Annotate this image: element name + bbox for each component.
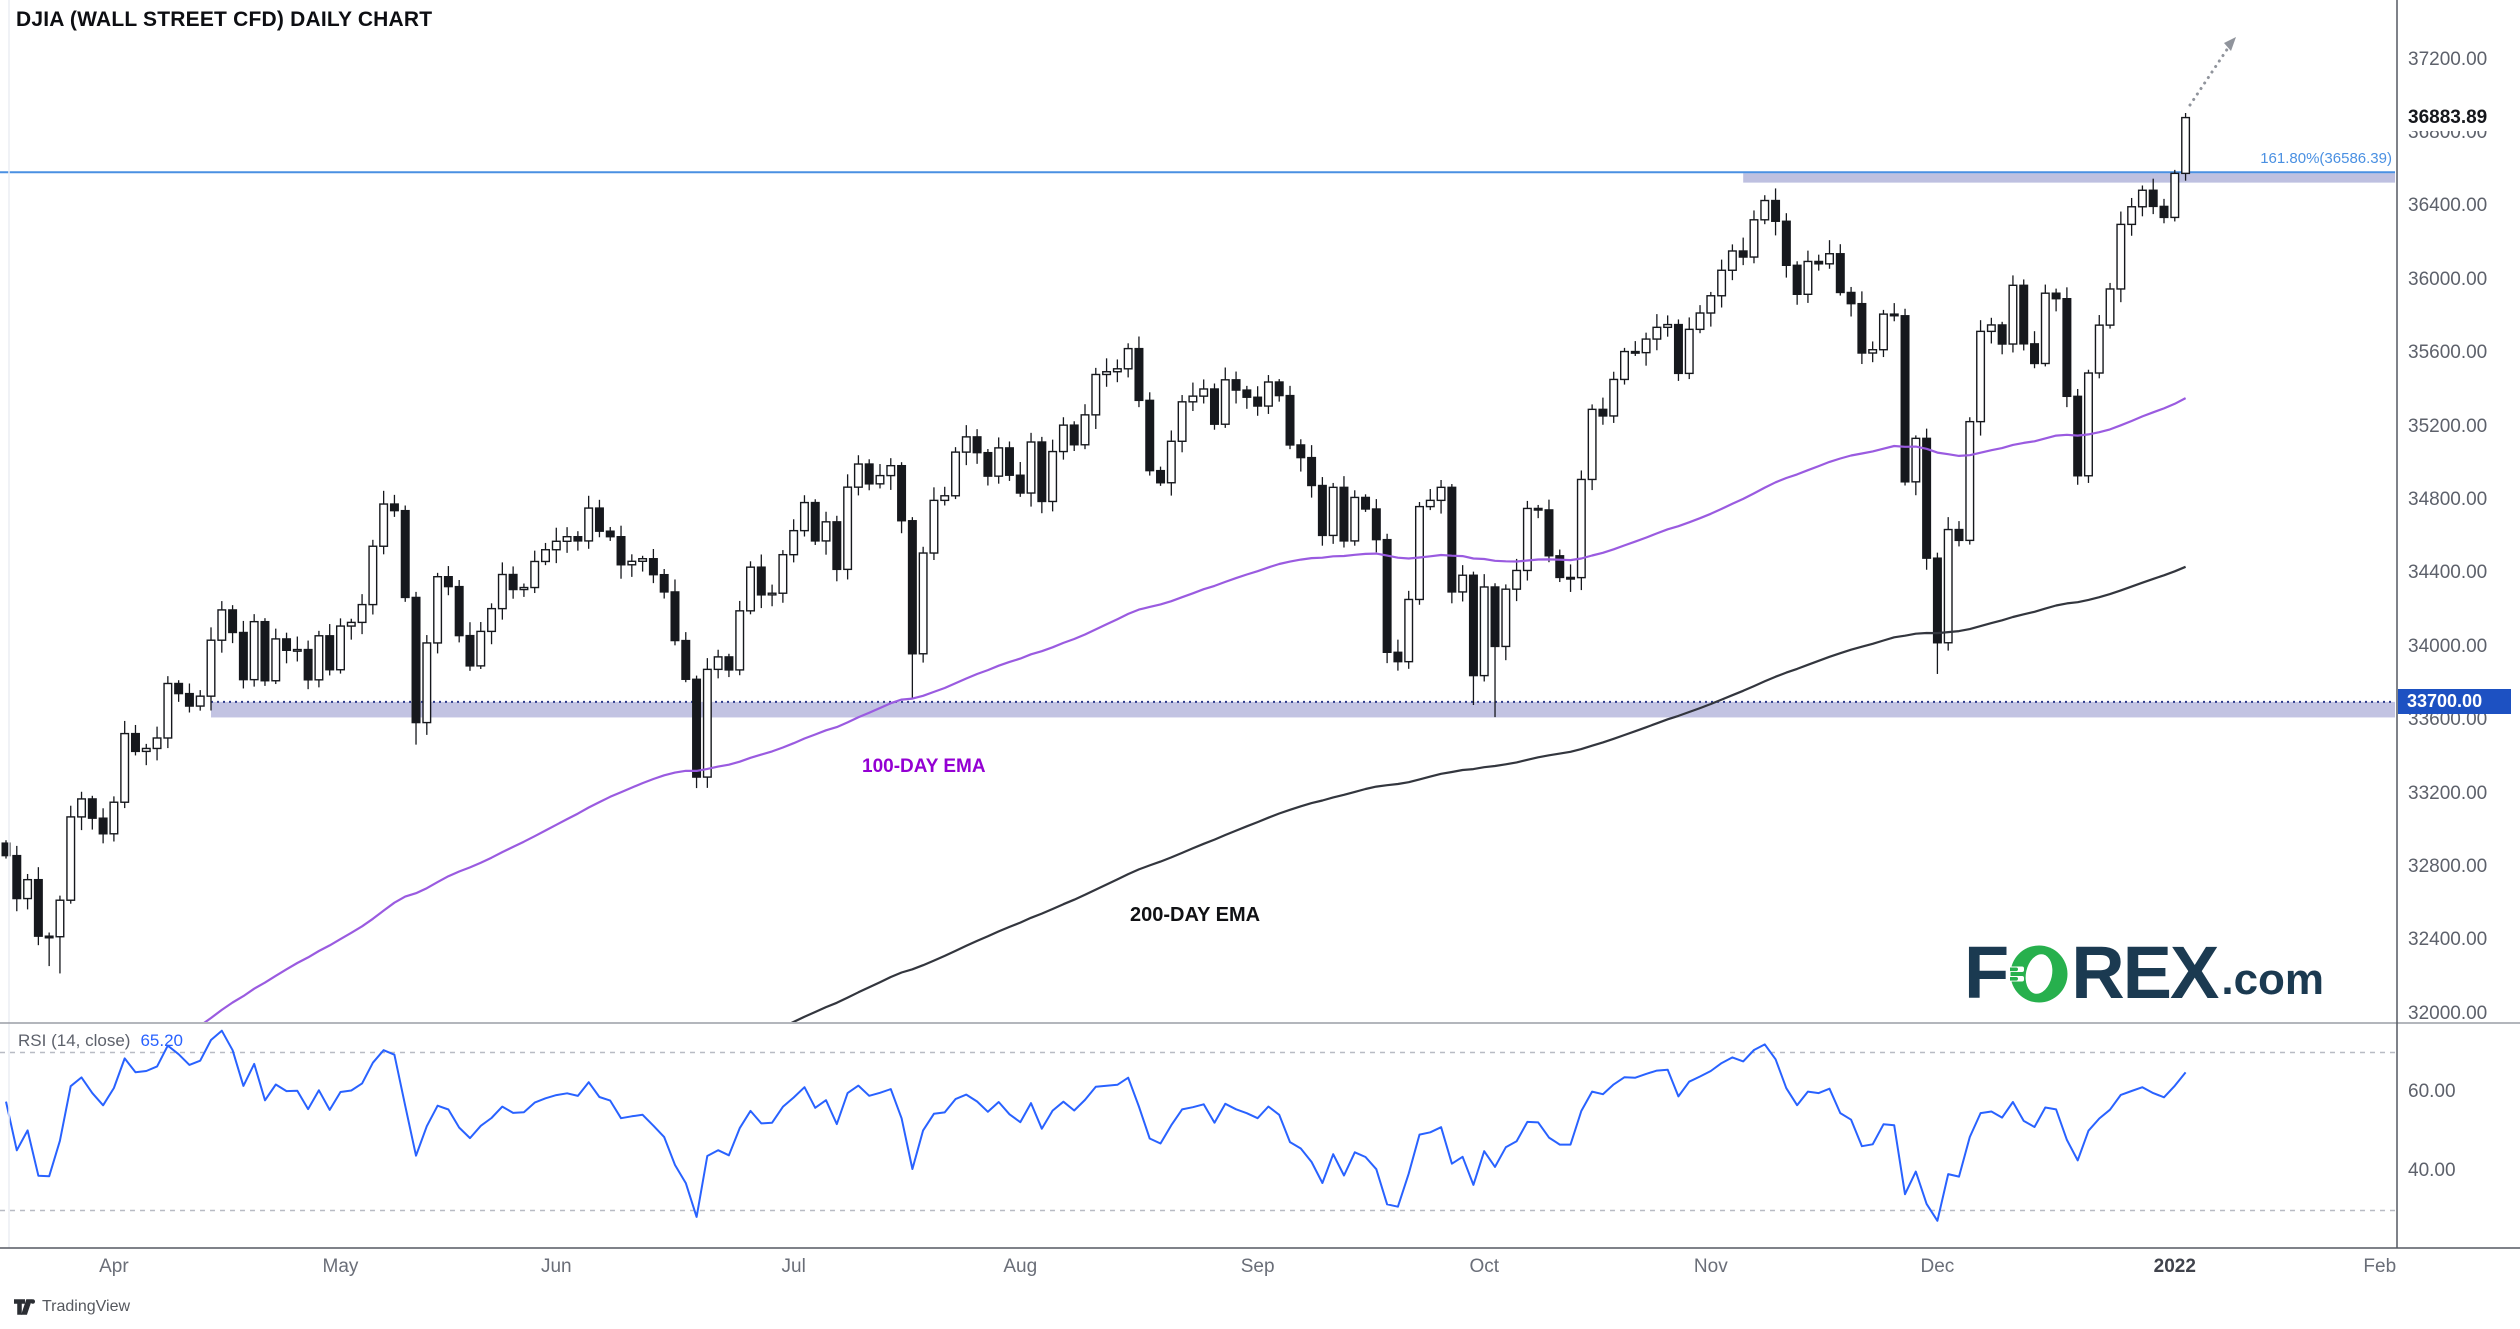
month-label-jun: Jun — [540, 1256, 572, 1277]
fib-level-label: 161.80%(36586.39) — [2260, 150, 2392, 167]
price-tick-label: 35200.00 — [2408, 415, 2488, 437]
month-label-2022: 2022 — [2153, 1256, 2196, 1277]
chart-title: DJIA (WALL STREET CFD) DAILY CHART — [16, 8, 433, 31]
price-tick-label: 33600.00 — [2408, 709, 2488, 731]
price-tick-label: 36400.00 — [2408, 195, 2488, 217]
forex-letters-rex: REX — [2071, 931, 2219, 1014]
price-tick-label: 34400.00 — [2408, 562, 2488, 584]
price-tick-label: 32400.00 — [2408, 929, 2488, 951]
ema100-label: 100-DAY EMA — [862, 756, 986, 777]
price-tick-label: 34000.00 — [2408, 635, 2488, 657]
rsi-tick-label: 60.00 — [2408, 1081, 2456, 1102]
forex-watermark: F REX .com — [1964, 931, 2325, 1014]
price-tick-label: 35600.00 — [2408, 342, 2488, 364]
forex-coin-icon — [2010, 945, 2068, 1003]
price-tick-label: 33200.00 — [2408, 782, 2488, 804]
rsi-name: RSI — [18, 1031, 47, 1050]
price-tick-label: 36000.00 — [2408, 268, 2488, 290]
month-label-aug: Aug — [1003, 1256, 1038, 1277]
month-label-jul: Jul — [781, 1256, 806, 1277]
support-price-label: 33700.00 — [2398, 689, 2511, 714]
month-label-apr: Apr — [99, 1256, 129, 1277]
tradingview-attribution[interactable]: TradingView — [14, 1298, 130, 1316]
month-label-dec: Dec — [1920, 1256, 1955, 1277]
rsi-indicator-label[interactable]: RSI (14, close) 65.20 — [18, 1031, 183, 1051]
price-tick-label: 34800.00 — [2408, 489, 2488, 510]
month-label-sep: Sep — [1240, 1256, 1275, 1277]
month-label-nov: Nov — [1693, 1256, 1728, 1277]
price-tick-label: 37200.00 — [2408, 48, 2488, 70]
month-label-oct: Oct — [1469, 1256, 1499, 1277]
rsi-tick-label: 40.00 — [2408, 1160, 2456, 1181]
month-label-feb: Feb — [2363, 1256, 2397, 1277]
price-tick-label: 32000.00 — [2408, 1002, 2488, 1024]
tradingview-icon — [14, 1299, 36, 1315]
forex-com-suffix: .com — [2221, 955, 2325, 1004]
month-label-may: May — [322, 1256, 359, 1277]
price-tick-label: 32800.00 — [2408, 856, 2488, 877]
ema200-label: 200-DAY EMA — [1130, 904, 1261, 926]
tradingview-text: TradingView — [42, 1298, 131, 1315]
forex-letter-f: F — [1964, 931, 2009, 1014]
rsi-params: (14, close) — [51, 1031, 131, 1050]
last-price-label: 36883.89 — [2399, 105, 2520, 131]
rsi-value: 65.20 — [140, 1031, 183, 1050]
